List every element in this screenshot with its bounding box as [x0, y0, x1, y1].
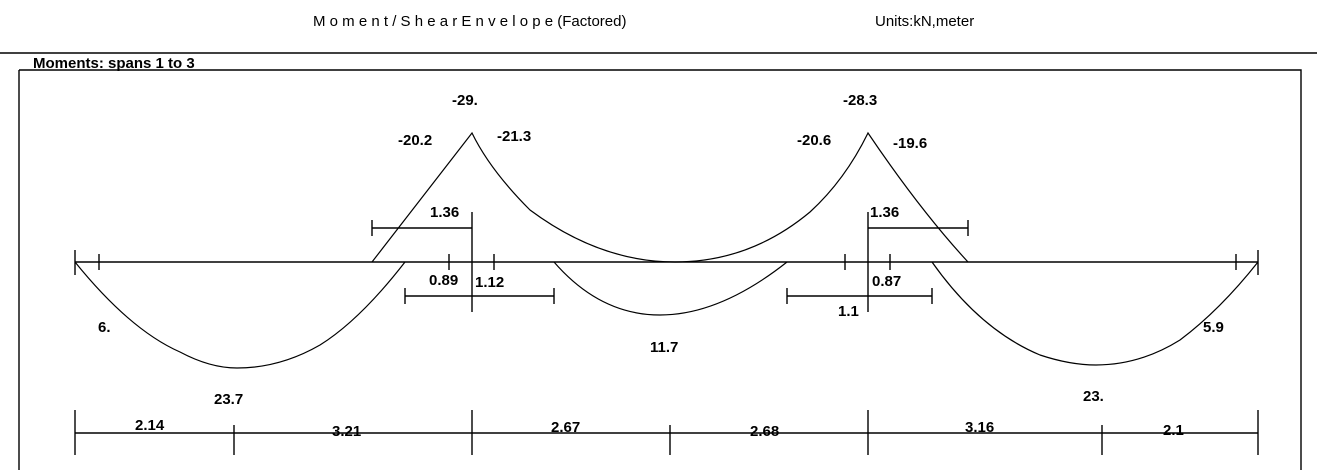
- span-dimension-label: 2.67: [551, 419, 580, 436]
- inflection-label: 0.89: [429, 272, 458, 289]
- support2-negative-curve: [371, 131, 676, 263]
- inflection-dim-s2-upper: [371, 212, 473, 262]
- span-dimension-label: 3.16: [965, 419, 994, 436]
- span-dimension-label: 2.14: [135, 417, 165, 434]
- inflection-dim-s3-lower: [786, 262, 933, 312]
- section-label: Moments: spans 1 to 3: [33, 55, 195, 72]
- inflection-label: 0.87: [872, 273, 901, 290]
- span-dimension-label: 2.68: [750, 423, 779, 440]
- support3-negative-curve: [674, 131, 969, 263]
- moment-label-support2-left: -20.2: [398, 132, 432, 149]
- span3-positive-curve: [931, 261, 1259, 366]
- moment-label-span2-positive: 11.7: [650, 339, 678, 356]
- moment-label-span1-end: 6.: [98, 319, 111, 336]
- inflection-label: 1.1: [838, 303, 859, 320]
- inflection-label: 1.36: [430, 204, 459, 221]
- moment-label-support3-right: -19.6: [893, 135, 927, 152]
- inflection-label: 1.12: [475, 274, 504, 291]
- units-label: Units:kN,meter: [875, 13, 974, 30]
- diagram-title: M o m e n t / S h e a r E n v e l o p e …: [313, 13, 626, 30]
- inflection-label: 1.36: [870, 204, 899, 221]
- span-dimension-label: 3.21: [332, 423, 361, 440]
- moment-label-support2-right: -21.3: [497, 128, 531, 145]
- inflection-dim-s2-lower: [404, 262, 555, 312]
- moment-label-span3-positive: 23.: [1083, 388, 1104, 405]
- span-dimension-line: [74, 410, 1259, 455]
- span1-positive-curve: [74, 261, 406, 369]
- moment-label-support2-peak: -29.: [452, 92, 478, 109]
- span2-positive-curve: [553, 261, 788, 316]
- diagram-frame: [18, 69, 1302, 470]
- moment-label-span3-end: 5.9: [1203, 319, 1224, 336]
- moment-label-span1-positive: 23.7: [214, 391, 243, 408]
- moment-label-support3-left: -20.6: [797, 132, 831, 149]
- inflection-dim-s3-upper: [867, 212, 969, 262]
- span-dimension-label: 2.1: [1163, 422, 1184, 439]
- moment-label-support3-peak: -28.3: [843, 92, 877, 109]
